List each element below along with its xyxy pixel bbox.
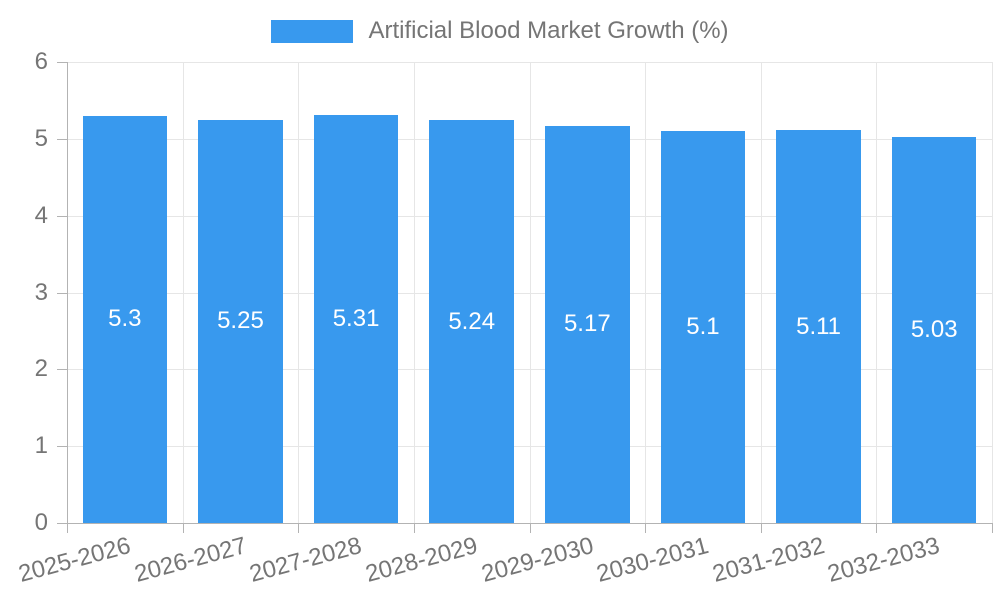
gridline-vertical bbox=[645, 62, 647, 523]
x-axis-category-label: 2031-2032 bbox=[709, 532, 828, 588]
y-axis-tick bbox=[57, 62, 67, 63]
y-axis-tick-label: 1 bbox=[34, 432, 48, 460]
y-axis-tick-label: 5 bbox=[34, 124, 48, 152]
y-axis-tick bbox=[57, 523, 67, 524]
gridline-vertical bbox=[182, 62, 184, 523]
x-axis-category-label: 2030-2031 bbox=[593, 532, 712, 588]
gridline-vertical bbox=[529, 62, 531, 523]
x-axis-category-label: 2026-2027 bbox=[131, 532, 250, 588]
bar-value-label: 5.31 bbox=[332, 305, 380, 332]
x-axis-category-label: 2025-2026 bbox=[15, 532, 134, 588]
bar-2030-2031[interactable]: 5.1 bbox=[660, 131, 746, 523]
bar-value-label: 5.25 bbox=[217, 307, 264, 335]
bar-value-label: 5.3 bbox=[108, 305, 142, 333]
y-axis-tick bbox=[57, 446, 67, 448]
y-axis-tick-label: 4 bbox=[34, 201, 48, 229]
y-axis-tick bbox=[57, 292, 67, 294]
x-axis-category-label: 2027-2028 bbox=[246, 532, 365, 588]
x-axis-tick bbox=[876, 523, 878, 533]
x-axis-category-label: 2028-2029 bbox=[362, 532, 481, 588]
bar-value-label: 5.03 bbox=[910, 315, 958, 343]
bar-2027-2028[interactable]: 5.31 bbox=[313, 115, 399, 523]
y-axis-tick-label: 3 bbox=[34, 278, 48, 306]
plot-area: 0 1 2 3 4 5 6 5.3 2025-2026 5.25 2026-2027 5.31 2027… bbox=[16, 50, 993, 588]
x-axis-tick bbox=[992, 523, 993, 533]
y-axis-tick bbox=[57, 215, 67, 217]
y-axis-tick-label: 6 bbox=[34, 48, 48, 75]
gridline-vertical bbox=[992, 62, 993, 523]
x-axis-tick bbox=[413, 523, 415, 533]
bar-2029-2030[interactable]: 5.17 bbox=[545, 125, 630, 523]
x-axis-category-label: 2029-2030 bbox=[478, 532, 597, 588]
y-axis-tick bbox=[57, 138, 67, 140]
bar-value-label: 5.17 bbox=[563, 310, 611, 338]
x-axis-tick bbox=[760, 523, 762, 533]
x-axis-tick bbox=[67, 523, 68, 533]
y-axis-tick bbox=[57, 369, 67, 371]
bar-value-label: 5.11 bbox=[796, 312, 842, 340]
x-axis-tick bbox=[298, 523, 300, 533]
y-axis-tick-label: 2 bbox=[34, 355, 48, 383]
x-axis-category-label: 2032-2033 bbox=[825, 532, 943, 588]
gridline-vertical bbox=[760, 62, 762, 523]
x-axis-tick bbox=[182, 523, 184, 533]
bar-2028-2029[interactable]: 5.24 bbox=[429, 120, 514, 523]
bar-2031-2032[interactable]: 5.11 bbox=[776, 130, 861, 523]
gridline-vertical bbox=[413, 62, 415, 523]
bar-value-label: 5.24 bbox=[448, 307, 496, 335]
bar-2032-2033[interactable]: 5.03 bbox=[891, 136, 977, 523]
bar-2026-2027[interactable]: 5.25 bbox=[198, 119, 283, 523]
y-axis-tick-label: 0 bbox=[34, 509, 48, 536]
bar-2025-2026[interactable]: 5.3 bbox=[82, 115, 168, 523]
chart-legend-item[interactable]: Artificial Blood Market Growth (%) bbox=[0, 19, 1000, 43]
legend-label: Artificial Blood Market Growth (%) bbox=[368, 17, 729, 44]
x-axis-tick bbox=[529, 523, 531, 533]
legend-color-swatch bbox=[271, 19, 354, 43]
gridline-vertical bbox=[298, 62, 300, 523]
y-axis-line bbox=[67, 62, 68, 523]
x-axis-tick bbox=[645, 523, 647, 533]
bar-value-label: 5.1 bbox=[686, 313, 720, 341]
gridline-vertical bbox=[876, 62, 878, 523]
